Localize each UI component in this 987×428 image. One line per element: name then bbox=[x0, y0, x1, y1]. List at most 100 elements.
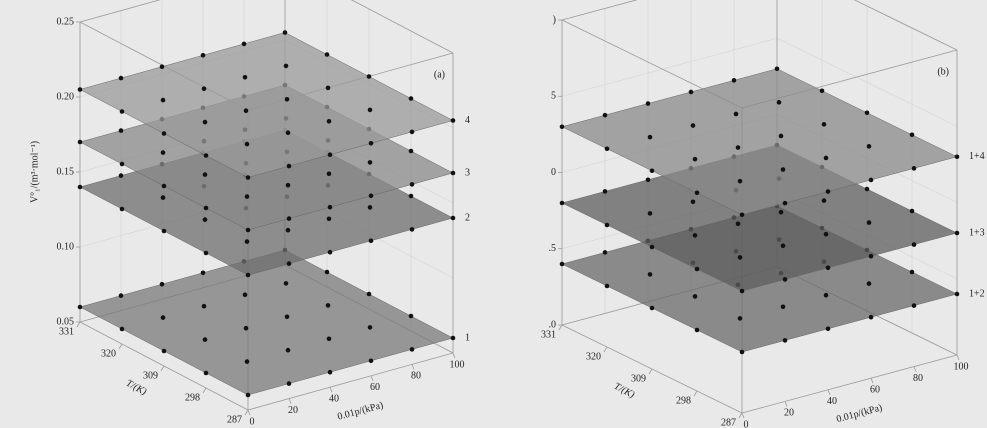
data-point bbox=[690, 199, 696, 205]
data-point bbox=[367, 160, 373, 165]
data-point bbox=[160, 195, 166, 200]
data-point bbox=[368, 141, 374, 146]
data-point bbox=[737, 255, 743, 260]
x-axis-title: 0.01p/(kPa) bbox=[835, 402, 883, 425]
data-point bbox=[645, 101, 651, 106]
data-point bbox=[368, 238, 374, 244]
data-point bbox=[159, 281, 165, 287]
data-point bbox=[864, 110, 870, 116]
tick-mark bbox=[202, 387, 207, 394]
data-point bbox=[739, 212, 745, 218]
tick-mark bbox=[558, 324, 563, 331]
data-point bbox=[866, 144, 872, 149]
plane-label: 3 bbox=[465, 167, 470, 178]
data-point bbox=[366, 291, 372, 297]
data-point bbox=[118, 75, 124, 81]
data-point bbox=[242, 292, 248, 298]
z-axis-title: V°₁/(m³·mol⁻¹) bbox=[29, 141, 40, 203]
data-point bbox=[77, 304, 83, 310]
data-point bbox=[909, 208, 915, 214]
box-edge bbox=[741, 354, 958, 414]
data-point bbox=[954, 154, 960, 160]
data-point bbox=[408, 193, 414, 199]
data-point bbox=[284, 314, 290, 320]
data-point bbox=[202, 337, 208, 342]
data-point bbox=[866, 281, 872, 286]
data-point bbox=[200, 53, 206, 58]
data-point bbox=[604, 222, 610, 228]
data-point bbox=[245, 227, 251, 233]
data-point bbox=[326, 171, 332, 177]
data-point bbox=[368, 358, 374, 364]
data-point bbox=[285, 130, 291, 135]
data-point bbox=[450, 118, 456, 123]
data-point bbox=[739, 349, 745, 355]
data-point bbox=[244, 359, 250, 364]
tick-mark bbox=[956, 354, 960, 361]
data-point bbox=[200, 270, 206, 276]
data-point bbox=[119, 206, 125, 212]
tick-mark bbox=[370, 375, 374, 381]
plane-label: 2 bbox=[465, 212, 470, 223]
tick-mark bbox=[452, 352, 456, 359]
data-point bbox=[694, 327, 700, 333]
data-point bbox=[602, 250, 608, 255]
data-point bbox=[649, 244, 655, 250]
tick-mark bbox=[827, 389, 831, 395]
data-point bbox=[203, 205, 209, 211]
data-point bbox=[202, 119, 208, 125]
data-point bbox=[245, 392, 251, 398]
data-point bbox=[649, 168, 655, 174]
data-point bbox=[776, 100, 782, 105]
data-point bbox=[367, 325, 373, 330]
data-point bbox=[690, 123, 696, 128]
data-point bbox=[868, 314, 874, 320]
tick-mark bbox=[648, 368, 653, 375]
data-point bbox=[694, 190, 700, 196]
data-point bbox=[367, 205, 373, 210]
data-point bbox=[160, 97, 166, 103]
tick-mark bbox=[741, 412, 745, 419]
data-point bbox=[780, 243, 786, 249]
data-point bbox=[409, 347, 415, 352]
x-tick-label: 100 bbox=[450, 359, 465, 370]
data-point bbox=[559, 261, 565, 267]
data-point bbox=[119, 326, 125, 332]
z-tick-label: 0.15 bbox=[57, 166, 75, 177]
tick-mark bbox=[288, 398, 292, 404]
data-point bbox=[327, 152, 333, 157]
panel-label: (a) bbox=[434, 69, 445, 80]
data-point bbox=[823, 231, 829, 237]
data-point bbox=[823, 292, 829, 298]
data-point bbox=[241, 41, 247, 47]
data-point bbox=[161, 228, 167, 234]
box-edge bbox=[853, 0, 958, 51]
data-point bbox=[868, 253, 874, 259]
data-point bbox=[285, 182, 291, 188]
x-tick-label: 40 bbox=[329, 393, 339, 404]
data-point bbox=[325, 303, 331, 308]
grid-line bbox=[79, 0, 161, 23]
data-point bbox=[774, 66, 780, 72]
tick-mark bbox=[913, 366, 917, 372]
z-tick-label: 0.20 bbox=[57, 91, 75, 102]
data-point bbox=[159, 64, 165, 69]
data-point bbox=[954, 291, 960, 297]
box-edge bbox=[350, 0, 454, 54]
x-tick-label: 40 bbox=[827, 396, 837, 407]
y-tick-label: 309 bbox=[631, 373, 646, 384]
data-point bbox=[203, 153, 209, 158]
data-point bbox=[782, 338, 788, 343]
data-point bbox=[692, 156, 698, 162]
data-point bbox=[203, 250, 209, 256]
tick-mark bbox=[411, 364, 415, 370]
data-point bbox=[911, 242, 917, 247]
data-point bbox=[118, 128, 124, 133]
data-point bbox=[244, 239, 250, 244]
tick-mark bbox=[329, 387, 333, 393]
data-point bbox=[118, 173, 124, 178]
data-point bbox=[242, 75, 248, 80]
data-point bbox=[868, 177, 874, 183]
data-point bbox=[160, 150, 166, 155]
data-point bbox=[245, 272, 251, 278]
